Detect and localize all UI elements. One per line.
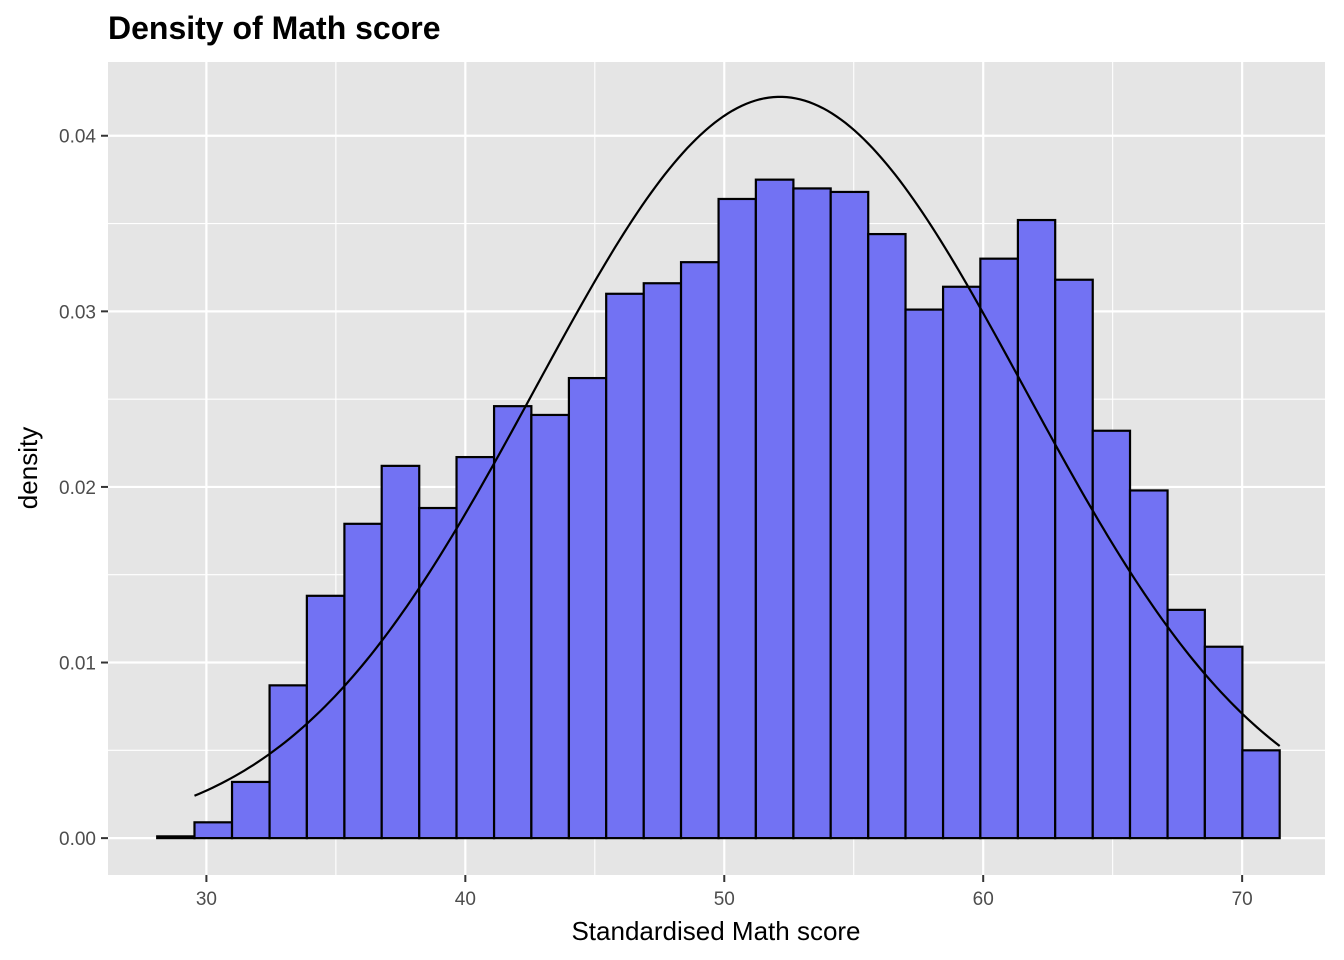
histogram-bar bbox=[418, 506, 458, 840]
histogram-bar bbox=[717, 197, 757, 840]
y-tick-label: 0.02 bbox=[59, 478, 96, 499]
chart-title: Density of Math score bbox=[108, 10, 441, 46]
histogram-bar bbox=[792, 187, 832, 840]
histogram-bar bbox=[1128, 489, 1169, 840]
histogram-bar bbox=[605, 292, 645, 840]
histogram-bar bbox=[1166, 608, 1206, 840]
y-tick-label: 0.03 bbox=[59, 302, 96, 323]
x-axis-ticks: 30 40 50 60 70 bbox=[196, 875, 1253, 910]
x-tick-label: 30 bbox=[196, 889, 217, 910]
y-tick-label: 0.04 bbox=[59, 127, 96, 148]
histogram-bar bbox=[455, 455, 496, 840]
normal-density-curve bbox=[194, 95, 1281, 797]
histogram-bar bbox=[1091, 429, 1132, 840]
y-axis-label: density bbox=[13, 427, 43, 509]
x-tick-label: 60 bbox=[973, 889, 994, 910]
histogram-bar bbox=[904, 308, 945, 840]
x-tick-label: 50 bbox=[714, 889, 735, 910]
histogram-bars bbox=[156, 178, 1281, 840]
histogram-bar bbox=[380, 464, 421, 840]
x-tick-label: 40 bbox=[455, 889, 476, 910]
histogram-bar bbox=[642, 282, 683, 840]
histogram-bar bbox=[230, 780, 271, 840]
histogram-bar bbox=[1241, 749, 1281, 840]
histogram-bar bbox=[567, 376, 608, 840]
histogram-bar bbox=[679, 261, 720, 840]
histogram-bar bbox=[867, 232, 907, 840]
histogram-bar bbox=[1054, 278, 1094, 840]
y-axis-ticks: 0.00 0.01 0.02 0.03 0.04 bbox=[59, 127, 108, 850]
histogram-bar bbox=[530, 413, 571, 840]
histogram-bar bbox=[754, 178, 795, 840]
histogram-bar bbox=[979, 257, 1020, 840]
histogram-bar bbox=[1016, 218, 1057, 840]
histogram-bar bbox=[941, 285, 982, 840]
histogram-bar bbox=[305, 594, 346, 840]
x-axis-label: Standardised Math score bbox=[571, 916, 860, 946]
histogram-bar bbox=[829, 190, 870, 840]
histogram-bar bbox=[156, 835, 196, 840]
y-tick-label: 0.00 bbox=[59, 829, 96, 850]
histogram-bar bbox=[268, 684, 308, 840]
histogram-bar bbox=[492, 405, 533, 840]
x-tick-label: 70 bbox=[1232, 889, 1253, 910]
histogram-bar bbox=[193, 821, 234, 840]
y-tick-label: 0.01 bbox=[59, 654, 96, 675]
histogram-bar bbox=[1203, 645, 1244, 840]
